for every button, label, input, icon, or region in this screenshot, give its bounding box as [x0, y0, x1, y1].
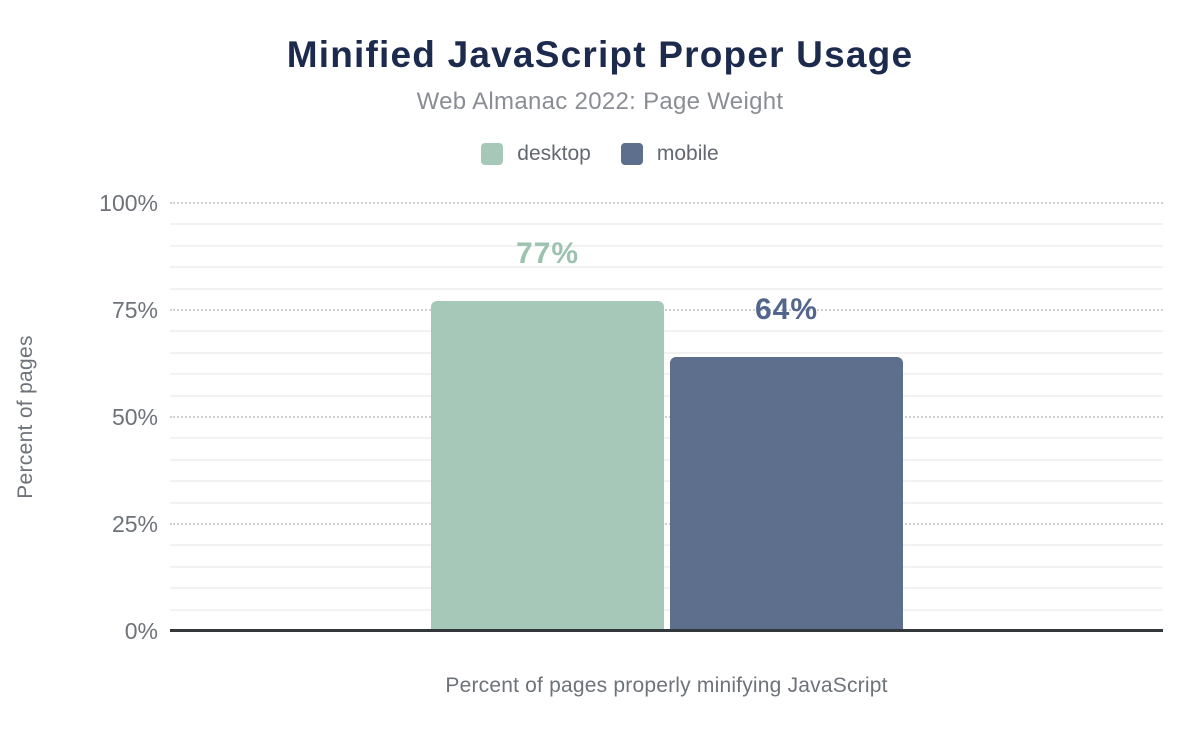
y-tick-100: 100%: [99, 190, 158, 216]
y-tick-0: 0%: [124, 618, 158, 644]
x-axis-title: Percent of pages properly minifying Java…: [445, 674, 888, 697]
minor-gridline-5: [170, 608, 1163, 611]
minor-gridline-95: [170, 223, 1163, 226]
legend-item-mobile[interactable]: mobile: [620, 142, 719, 166]
bar-value-label-desktop: 77%: [515, 237, 580, 270]
y-axis-title: Percent of pages: [14, 335, 37, 499]
minor-gridline-15: [170, 565, 1163, 568]
legend-label-mobile: mobile: [656, 142, 719, 165]
minor-gridline-65: [170, 351, 1163, 354]
legend-item-desktop[interactable]: desktop: [481, 142, 591, 166]
chart-subtitle: Web Almanac 2022: Page Weight: [416, 88, 784, 115]
minor-gridline-30: [170, 501, 1163, 504]
major-gridline-75: [170, 309, 1163, 311]
major-gridline-100: [170, 202, 1163, 204]
minor-gridline-55: [170, 394, 1163, 397]
bar-value-label-mobile: 64%: [754, 293, 819, 326]
minor-gridline-70: [170, 330, 1163, 333]
minor-gridline-35: [170, 480, 1163, 483]
bar-desktop[interactable]: [431, 301, 664, 631]
major-gridline-25: [170, 523, 1163, 525]
minor-gridline-40: [170, 458, 1163, 461]
legend-swatch-mobile: [620, 143, 643, 165]
y-tick-50: 50%: [111, 404, 158, 430]
x-axis-line: [170, 629, 1163, 632]
bar-mobile[interactable]: [670, 357, 903, 631]
minor-gridline-45: [170, 437, 1163, 440]
legend-swatch-desktop: [481, 143, 504, 165]
minor-gridline-85: [170, 266, 1163, 269]
minor-gridline-90: [170, 244, 1163, 247]
chart-title: Minified JavaScript Proper Usage: [286, 34, 914, 75]
minor-gridline-60: [170, 373, 1163, 376]
y-tick-25: 25%: [111, 511, 158, 537]
minor-gridline-10: [170, 587, 1163, 590]
minor-gridline-80: [170, 287, 1163, 290]
chart-legend: desktop mobile: [0, 142, 1200, 166]
minor-gridline-20: [170, 544, 1163, 547]
legend-label-desktop: desktop: [517, 142, 591, 165]
major-gridline-50: [170, 416, 1163, 418]
y-tick-75: 75%: [111, 297, 158, 323]
plot-area: 77% 64%: [170, 202, 1163, 632]
